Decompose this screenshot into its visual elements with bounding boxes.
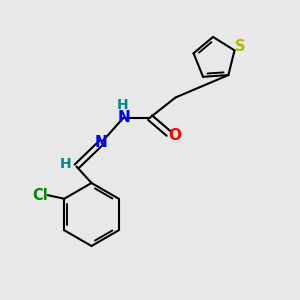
Text: S: S xyxy=(235,39,245,54)
Text: H: H xyxy=(117,98,129,112)
Text: N: N xyxy=(117,110,130,125)
Text: N: N xyxy=(95,135,108,150)
Text: Cl: Cl xyxy=(32,188,48,203)
Text: H: H xyxy=(59,157,71,171)
Text: O: O xyxy=(169,128,182,142)
